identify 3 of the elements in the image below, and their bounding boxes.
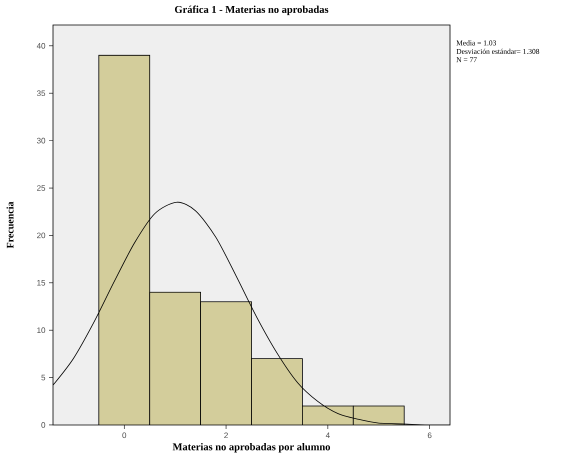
y-axis-title: Frecuencia (6, 202, 14, 248)
chart-title: Gráfica 1 - Materias no aprobadas (174, 6, 328, 16)
x-axis-title: Materias no aprobadas por alumno (172, 442, 330, 452)
